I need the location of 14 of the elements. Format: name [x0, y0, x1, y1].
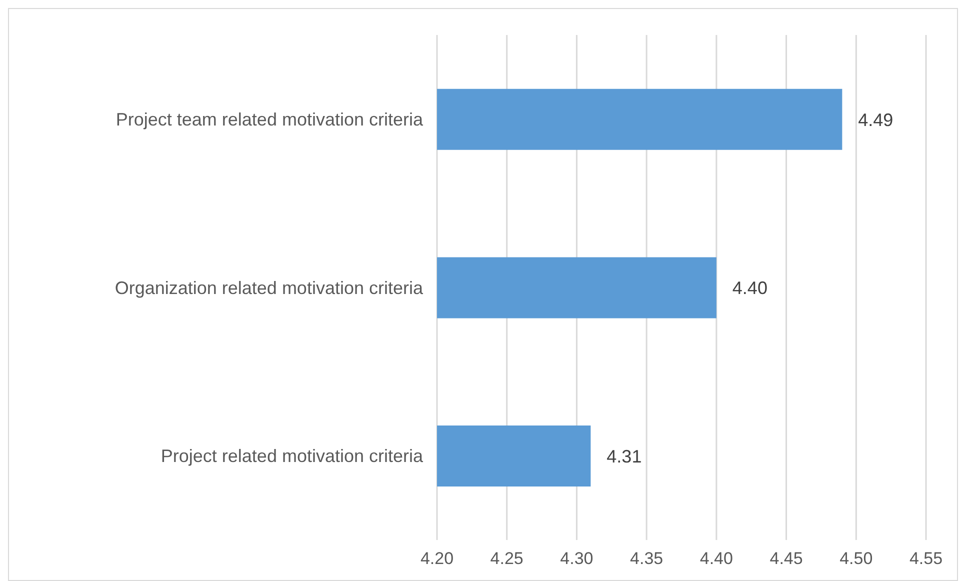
data-label: 4.31	[606, 446, 642, 466]
x-tick-label: 4.55	[909, 549, 943, 568]
x-tick-label: 4.50	[840, 549, 873, 568]
x-tick-label: 4.45	[770, 549, 803, 568]
x-tick-label: 4.40	[700, 549, 733, 568]
x-tick-label: 4.35	[630, 549, 664, 568]
data-label: 4.49	[858, 110, 894, 130]
y-tick-label: Project related motivation criteria	[160, 446, 424, 466]
data-label: 4.40	[732, 278, 768, 298]
x-tick-label: 4.20	[420, 549, 454, 568]
y-tick-label: Project team related motivation criteria	[116, 110, 424, 130]
x-tick-label: 4.30	[560, 549, 594, 568]
x-tick-label: 4.25	[490, 549, 524, 568]
y-tick-label: Organization related motivation criteria	[114, 278, 424, 298]
